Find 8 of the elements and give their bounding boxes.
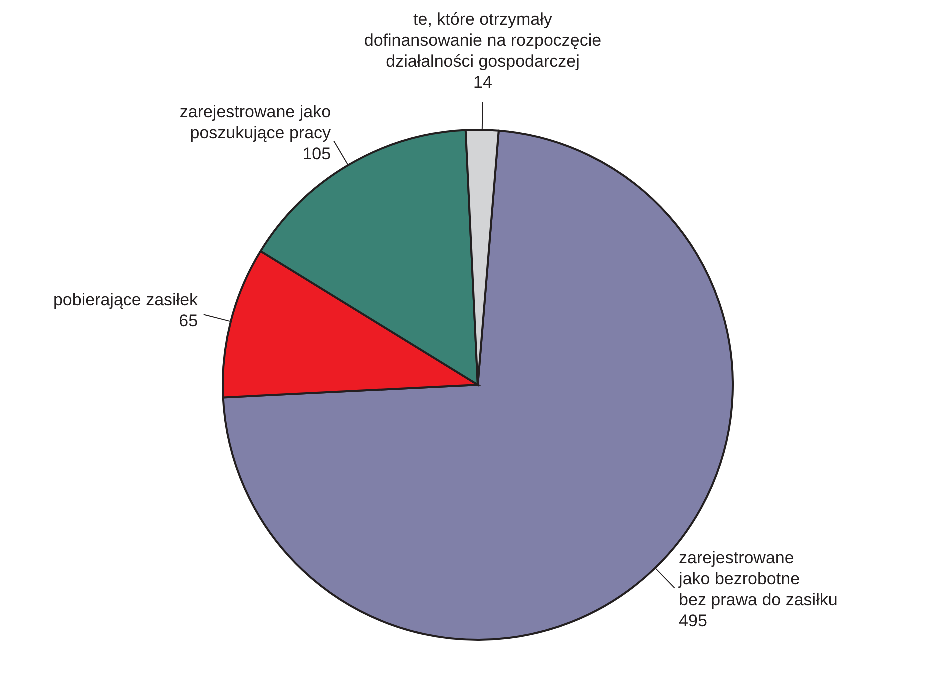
slice-label: zarejestrowane jako bezrobotne bez prawa do zasiłku — [678, 548, 838, 610]
data-label: 105 — [302, 144, 332, 164]
data-label: 14 — [474, 73, 492, 92]
data-label: 65 — [179, 311, 198, 330]
slice-label: zarejestrowane jako poszukujące pracy — [180, 102, 332, 143]
data-label: 495 — [679, 612, 708, 631]
slice-label: te, które otrzymały dofinansowanie na rozpoczęcie działalności gospodarczej — [364, 10, 602, 72]
slice-label: pobierające zasiłek — [53, 290, 199, 310]
